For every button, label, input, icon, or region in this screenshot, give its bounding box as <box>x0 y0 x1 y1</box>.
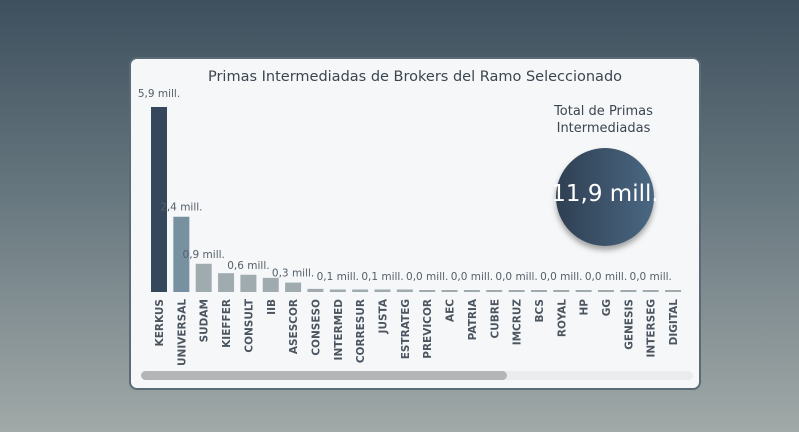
x-tick-label: INTERMED <box>333 299 345 361</box>
x-tick-label: CONSULT <box>243 298 255 352</box>
chart-card: Primas Intermediadas de Brokers del Ramo… <box>129 57 701 390</box>
kpi-value: 11,9 mill. <box>551 181 659 207</box>
bar-aec[interactable] <box>441 290 458 292</box>
x-tick-label: ESTRATEG <box>400 299 412 359</box>
x-tick-label: ROYAL <box>556 299 568 337</box>
bar-justa[interactable] <box>374 289 391 292</box>
x-tick-label: DIGITAL <box>668 299 680 346</box>
x-tick-label: SUDAM <box>199 299 211 342</box>
x-tick-label: CONSESO <box>310 299 322 356</box>
bar-chart: 5,9 mill. KERKUS 2,4 mill. UNIVERSAL 0,9 mil… <box>138 88 682 366</box>
bar-patria[interactable] <box>463 290 480 292</box>
x-tick-label: GG <box>601 299 613 316</box>
x-tick-label: JUSTA <box>378 298 390 334</box>
x-tick-label: PREVICOR <box>422 299 434 359</box>
bar-kerkus[interactable] <box>151 107 167 292</box>
bar-corresur[interactable] <box>352 289 369 292</box>
chart-title: Primas Intermediadas de Brokers del Ramo… <box>207 69 623 85</box>
x-tick-label: IMCRUZ <box>512 299 524 346</box>
data-label: 2,4 mill. <box>160 202 202 214</box>
data-label: 0,0 mill. <box>585 271 627 283</box>
x-tick-label: CORRESUR <box>355 299 367 363</box>
bar-intermed[interactable] <box>329 289 346 292</box>
bar-kieffer[interactable] <box>218 273 235 292</box>
x-tick-label: KIEFFER <box>221 299 233 348</box>
x-tick-label: KERKUS <box>154 299 166 346</box>
data-label: 0,0 mill. <box>495 271 537 283</box>
kpi-title: Total de Primas Intermediadas <box>526 103 681 137</box>
bar-hp[interactable] <box>575 290 592 292</box>
bar-interseg[interactable] <box>642 290 659 292</box>
x-tick-label: AEC <box>445 299 457 322</box>
bar-bcs[interactable] <box>530 290 547 292</box>
kpi-circle <box>556 148 654 246</box>
bar-sudam[interactable] <box>195 263 212 292</box>
x-tick-label: ASESCOR <box>288 299 300 354</box>
data-label: 0,1 mill. <box>317 271 359 283</box>
bar-consult[interactable] <box>240 274 257 292</box>
x-tick-label: IIB <box>266 299 278 315</box>
bar-universal[interactable] <box>173 216 190 292</box>
bar-royal[interactable] <box>553 290 570 292</box>
data-label: 0,0 mill. <box>630 271 672 283</box>
data-label: 0,3 mill. <box>272 268 314 280</box>
x-tick-label: BCS <box>534 299 546 322</box>
bar-imcruz[interactable] <box>508 290 525 292</box>
bar-digital[interactable] <box>665 290 682 292</box>
bar-asescor[interactable] <box>285 282 302 292</box>
bar-iib[interactable] <box>262 277 279 292</box>
data-label: 0,6 mill. <box>227 260 269 272</box>
data-label: 0,0 mill. <box>451 271 493 283</box>
data-label: 5,9 mill. <box>138 88 180 100</box>
bar-gg[interactable] <box>598 290 614 292</box>
kpi-title-line2: Intermediadas <box>556 121 651 136</box>
bar-genesis[interactable] <box>620 290 637 292</box>
kpi-title-line1: Total de Primas <box>554 104 653 119</box>
bar-estrateg[interactable] <box>396 289 413 292</box>
x-tick-label: UNIVERSAL <box>176 299 188 366</box>
bar-previcor[interactable] <box>419 290 436 292</box>
data-label: 0,0 mill. <box>540 271 582 283</box>
bar-conseso[interactable] <box>307 288 324 292</box>
data-label: 0,9 mill. <box>183 249 225 261</box>
x-tick-label: PATRIA <box>467 298 479 340</box>
data-label: 0,0 mill. <box>406 271 448 283</box>
x-tick-label: HP <box>579 299 591 316</box>
x-tick-label: CUBRE <box>489 299 501 339</box>
x-tick-label: INTERSEG <box>646 299 658 357</box>
data-label: 0,1 mill. <box>361 271 403 283</box>
bar-cubre[interactable] <box>486 290 503 292</box>
horizontal-scrollbar[interactable] <box>141 371 693 380</box>
x-tick-label: GENESIS <box>623 299 635 350</box>
scrollbar-thumb[interactable] <box>141 371 507 380</box>
